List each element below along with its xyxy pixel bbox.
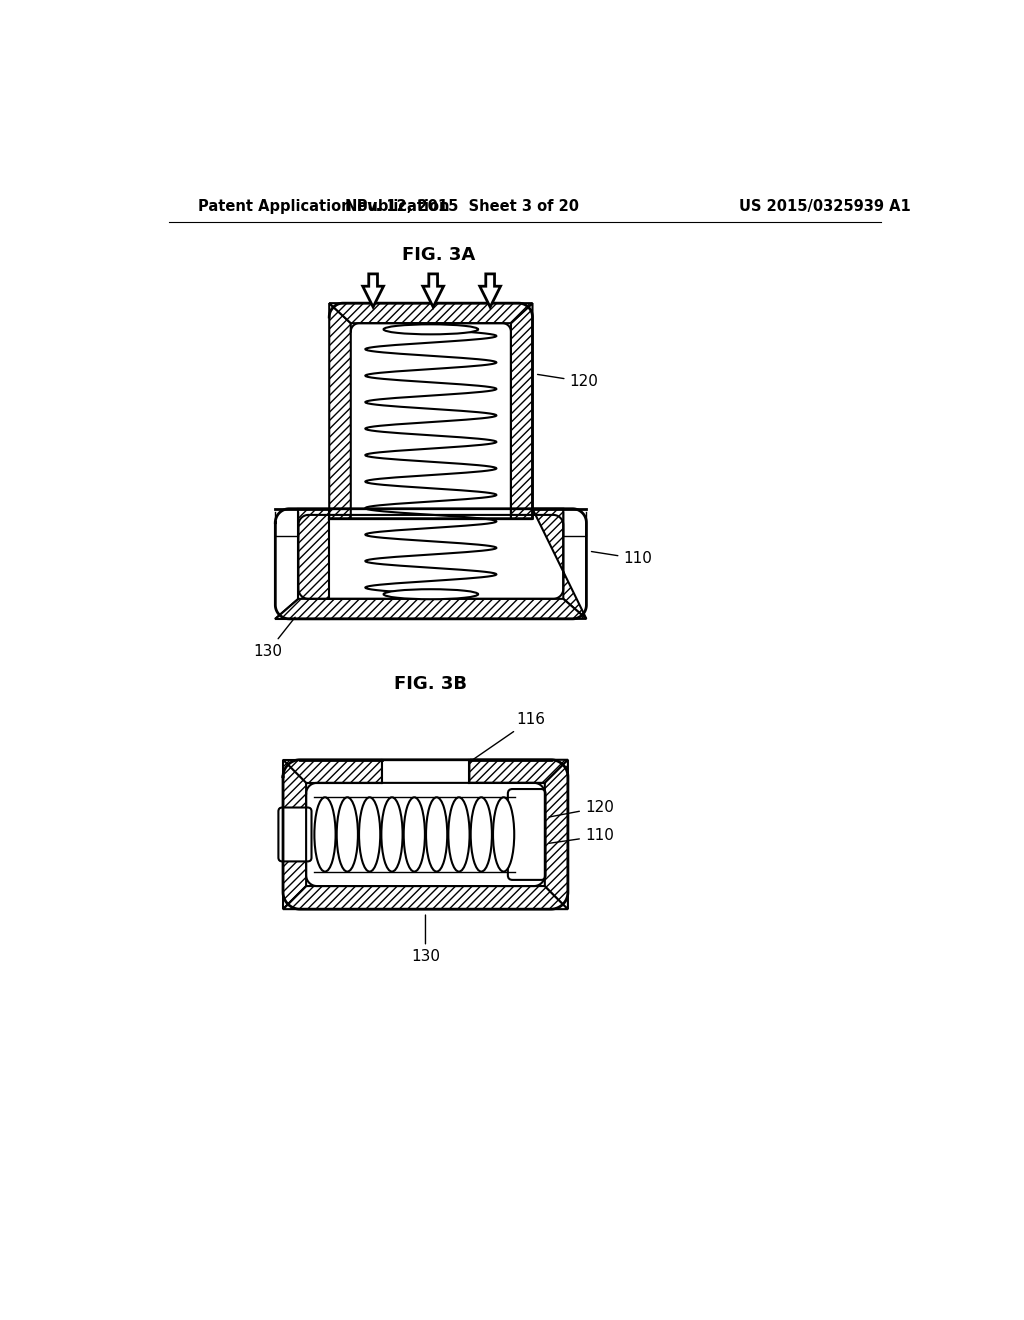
FancyBboxPatch shape bbox=[279, 808, 311, 862]
Text: 130: 130 bbox=[254, 618, 295, 659]
Text: 110: 110 bbox=[592, 552, 652, 566]
Ellipse shape bbox=[384, 325, 478, 334]
Text: 120: 120 bbox=[549, 800, 613, 817]
Text: 130: 130 bbox=[411, 915, 440, 965]
Bar bbox=[382, 758, 470, 785]
Bar bbox=[306, 783, 545, 886]
Polygon shape bbox=[423, 275, 443, 308]
Text: 116: 116 bbox=[472, 713, 546, 760]
Text: 120: 120 bbox=[538, 374, 598, 389]
Polygon shape bbox=[545, 760, 568, 909]
Polygon shape bbox=[532, 508, 587, 619]
Text: FIG. 3B: FIG. 3B bbox=[394, 675, 467, 693]
Ellipse shape bbox=[381, 797, 402, 871]
Polygon shape bbox=[330, 304, 351, 519]
FancyBboxPatch shape bbox=[508, 789, 546, 880]
Bar bbox=[351, 323, 511, 523]
Ellipse shape bbox=[314, 797, 336, 871]
Polygon shape bbox=[469, 760, 568, 783]
Ellipse shape bbox=[337, 797, 358, 871]
Ellipse shape bbox=[384, 589, 478, 599]
Text: 110: 110 bbox=[549, 829, 613, 843]
Ellipse shape bbox=[403, 797, 425, 871]
Ellipse shape bbox=[493, 797, 514, 871]
Polygon shape bbox=[275, 599, 587, 619]
Polygon shape bbox=[362, 275, 384, 308]
Polygon shape bbox=[511, 304, 532, 519]
Polygon shape bbox=[283, 886, 568, 909]
Bar bbox=[298, 515, 563, 599]
Ellipse shape bbox=[471, 797, 492, 871]
Polygon shape bbox=[283, 760, 306, 909]
Polygon shape bbox=[275, 508, 330, 619]
Ellipse shape bbox=[426, 797, 447, 871]
Polygon shape bbox=[330, 304, 532, 323]
Ellipse shape bbox=[449, 797, 470, 871]
Text: US 2015/0325939 A1: US 2015/0325939 A1 bbox=[739, 198, 910, 214]
Polygon shape bbox=[480, 275, 501, 308]
Polygon shape bbox=[283, 760, 382, 783]
Text: Patent Application Publication: Patent Application Publication bbox=[199, 198, 450, 214]
Text: FIG. 3A: FIG. 3A bbox=[402, 246, 475, 264]
Ellipse shape bbox=[359, 797, 380, 871]
Text: Nov. 12, 2015  Sheet 3 of 20: Nov. 12, 2015 Sheet 3 of 20 bbox=[345, 198, 579, 214]
